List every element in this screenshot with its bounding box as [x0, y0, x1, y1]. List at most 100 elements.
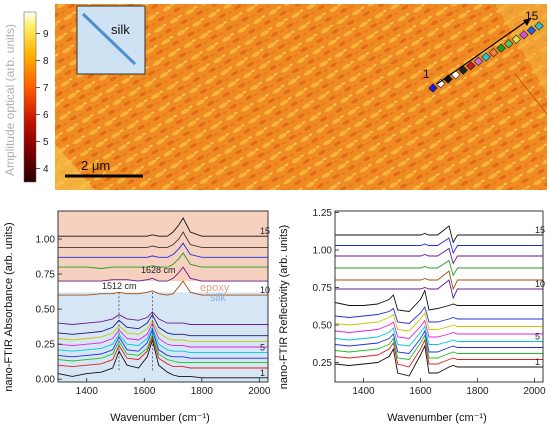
map-bright-corner-bottom	[55, 144, 95, 190]
series-line-12	[335, 259, 543, 277]
series-line-4	[57, 328, 268, 359]
y-tick-label: 0.75	[36, 270, 56, 281]
series-line-5	[57, 326, 268, 354]
y-tick-label: 1.00	[36, 235, 56, 246]
x-tick-label: 2000	[248, 386, 271, 397]
measurement-point	[488, 47, 499, 58]
series-line-2	[57, 335, 268, 369]
series-line-15	[335, 225, 543, 244]
measurement-point	[481, 52, 491, 62]
plot-frame	[57, 210, 269, 383]
silk-inset-label: silk	[111, 22, 130, 37]
y-tick-label: 0.75	[313, 283, 333, 294]
measurement-point	[458, 65, 468, 75]
series-line-9	[334, 289, 543, 312]
y-tick-label: 0.25	[313, 358, 333, 369]
series-end-label: 1	[535, 357, 540, 367]
series-line-6	[334, 319, 543, 339]
series-end-label: 10	[535, 279, 545, 289]
scale-bar-label: 2 μm	[81, 158, 110, 173]
series-line-3	[334, 334, 543, 360]
reflectivity-axes: 1400 1600 1800 20000.250.500.751.001.251510…	[313, 208, 546, 397]
region-epoxy	[58, 211, 268, 282]
silk-inset: silk	[76, 5, 146, 75]
series-line-11	[335, 270, 543, 291]
point-start-label: 1	[423, 67, 430, 81]
series-end-label: 10	[260, 285, 270, 295]
measurement-point	[435, 78, 446, 89]
absorbance-region-shading	[58, 211, 268, 382]
measurement-point	[519, 30, 529, 40]
plot-frame	[334, 210, 544, 383]
series-end-label: 5	[535, 332, 540, 342]
measurement-arrowhead	[523, 18, 531, 26]
colorbar-tick-label: 5	[43, 137, 49, 148]
x-tick-label: 2000	[523, 386, 546, 397]
series-line-8	[334, 305, 543, 324]
colorbar-panel: Amplitude optical (arb. units) 4 5 6 7 8 9	[3, 11, 49, 183]
absorbance-series	[57, 217, 268, 379]
measurement-point	[526, 25, 537, 36]
series-line-9	[57, 311, 268, 325]
series-end-label: 5	[260, 343, 265, 353]
series-end-label: 1	[260, 368, 265, 378]
series-end-label: 15	[260, 226, 270, 236]
series-line-13	[335, 247, 543, 265]
series-line-11	[58, 266, 268, 282]
measurement-point	[466, 61, 476, 71]
measurement-point	[511, 34, 521, 44]
epoxy-region-label: epoxy	[200, 282, 230, 294]
nano-ftir-map: silk 2 μm 1 15	[55, 4, 547, 190]
series-line-13	[58, 242, 268, 258]
series-end-label: 15	[535, 225, 545, 235]
colorbar-gradient	[23, 11, 37, 183]
series-line-1	[334, 344, 543, 377]
map-bright-corner	[495, 4, 547, 94]
absorbance-xlabel: Wavenumber (cm⁻¹)	[110, 412, 210, 424]
series-line-10	[58, 280, 268, 296]
y-tick-label: 0.50	[36, 305, 56, 316]
absorbance-ylabel: nano-FTIR Absorbance (arb. units)	[3, 222, 15, 391]
colorbar-tick-label: 4	[43, 164, 49, 175]
y-tick-label: 0.00	[36, 375, 56, 386]
absorbance-axes: 1400 1600 1800 20000.000.250.500.751.001510…	[36, 210, 271, 397]
y-tick-label: 0.50	[313, 321, 333, 332]
measurement-point	[496, 43, 506, 53]
measurement-point	[428, 83, 438, 93]
colorbar-tick-label: 6	[43, 110, 49, 121]
y-tick-label: 1.25	[313, 208, 333, 219]
series-line-2	[334, 338, 543, 368]
series-line-7	[57, 319, 268, 342]
x-tick-label: 1600	[409, 386, 432, 397]
series-line-10	[335, 279, 543, 300]
series-line-3	[57, 332, 268, 363]
series-line-1	[57, 338, 268, 379]
absorbance-chart: 1400 1600 1800 20000.000.250.500.751.001510…	[3, 210, 271, 424]
reflectivity-xlabel: Wavenumber (cm⁻¹)	[387, 412, 487, 424]
region-silk	[58, 292, 268, 382]
series-line-4	[334, 329, 543, 354]
series-line-7	[334, 311, 543, 332]
x-tick-label: 1600	[133, 386, 156, 397]
reflectivity-series	[334, 225, 543, 377]
peak-label-1512: 1512 cm	[102, 281, 137, 291]
measurement-point	[534, 21, 544, 31]
series-line-15	[58, 217, 268, 237]
series-line-12	[58, 252, 268, 269]
series-line-5	[334, 325, 543, 347]
point-end-label: 15	[525, 9, 539, 23]
colorbar-tick-label: 9	[43, 29, 49, 40]
x-tick-label: 1800	[191, 386, 214, 397]
series-line-14	[335, 237, 543, 255]
measurement-arrow	[436, 17, 532, 85]
series-line-14	[58, 231, 268, 248]
measurement-point	[473, 56, 484, 67]
reflectivity-ylabel: nano-FTIR Reflectivity (arb. units)	[278, 225, 290, 389]
silk-region-label: silk	[210, 292, 226, 304]
colorbar-tick-label: 8	[43, 56, 49, 67]
reflectivity-chart: 1400 1600 1800 20000.250.500.751.001.251510…	[278, 208, 546, 424]
measurement-point	[504, 39, 514, 49]
peak-label-1628: 1628 cm	[141, 265, 176, 275]
x-tick-label: 1400	[352, 386, 375, 397]
y-tick-label: 0.25	[36, 340, 56, 351]
